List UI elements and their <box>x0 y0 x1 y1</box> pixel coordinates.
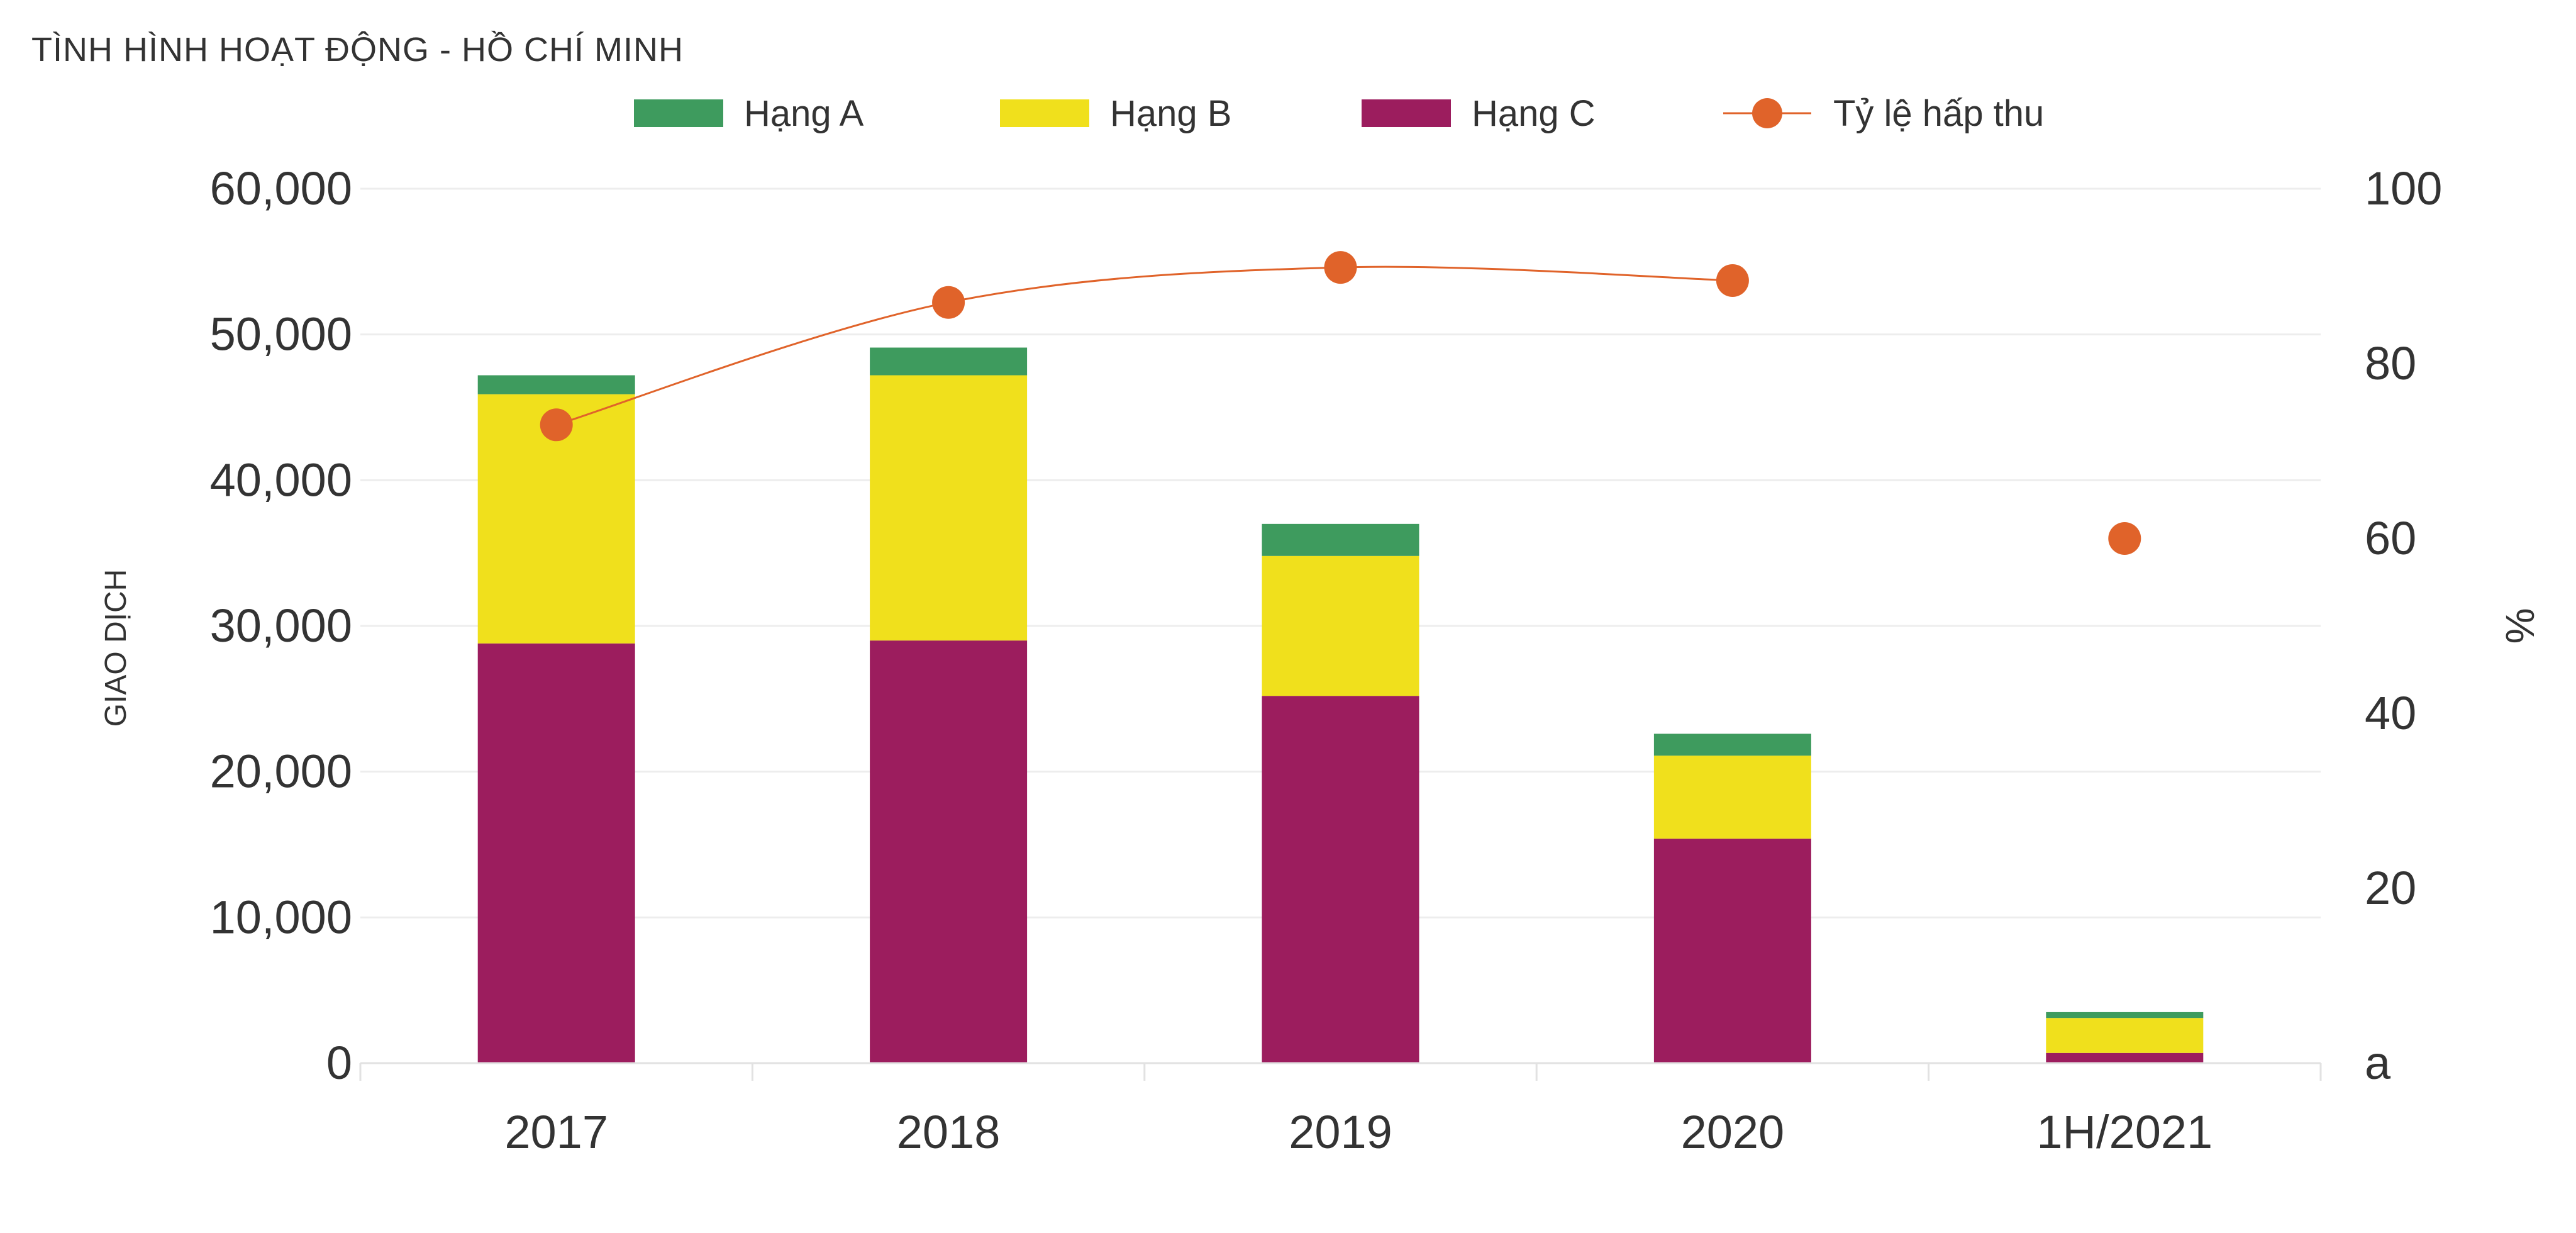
y2-axis-title: % <box>2497 608 2543 644</box>
bars <box>477 347 2204 1063</box>
legend-label-hang-b: Hạng B <box>1110 93 1231 134</box>
bar-hang-b-2019 <box>1262 555 1419 696</box>
bar-hang-c-2017 <box>477 643 635 1063</box>
y2-tick-label: 40 <box>2365 687 2416 739</box>
y-axis-title: GIAO DỊCH <box>99 569 133 727</box>
y2-tick-label: 20 <box>2365 862 2416 914</box>
chart-title: TÌNH HÌNH HOẠT ĐỘNG - HỒ CHÍ MINH <box>31 31 684 69</box>
bar-hang-c-1h-2021 <box>2046 1052 2204 1063</box>
y2-tick-label: a <box>2365 1037 2391 1089</box>
y2-tick-label: 80 <box>2365 337 2416 389</box>
legend: Hạng A Hạng B Hạng C Tỷ lệ hấp thu <box>634 93 2044 134</box>
bar-hang-b-2020 <box>1653 756 1811 839</box>
absorption-line-path <box>556 265 1733 426</box>
x-tick-label: 2020 <box>1681 1106 1785 1158</box>
x-tick-label: 2019 <box>1289 1106 1392 1158</box>
y-tick-label: 10,000 <box>210 891 352 943</box>
y-tick-label: 50,000 <box>210 308 352 360</box>
x-tick-label: 1H/2021 <box>2036 1106 2212 1158</box>
legend-swatch-hang-c <box>1362 99 1451 127</box>
bar-hang-c-2019 <box>1262 696 1419 1063</box>
y-tick-label: 20,000 <box>210 745 352 798</box>
bar-hang-b-1h-2021 <box>2046 1018 2204 1053</box>
absorption-point-1h-2021 <box>2108 522 2141 555</box>
absorption-point-2020 <box>1716 264 1749 297</box>
absorption-point-2019 <box>1324 251 1357 284</box>
bar-hang-a-1h-2021 <box>2046 1012 2204 1018</box>
y2-tick-label: 100 <box>2365 162 2442 215</box>
absorption-point-2017 <box>540 408 573 442</box>
bar-hang-c-2018 <box>870 640 1028 1063</box>
absorption-point-2018 <box>932 286 965 319</box>
bar-hang-b-2018 <box>870 375 1028 641</box>
y-tick-label: 0 <box>326 1037 352 1089</box>
legend-swatch-hang-b <box>1000 99 1089 127</box>
y-tick-label: 60,000 <box>210 162 352 215</box>
bar-hang-a-2018 <box>870 347 1028 376</box>
absorption-line <box>540 251 2141 555</box>
bar-hang-a-2017 <box>477 375 635 394</box>
x-tick-label: 2018 <box>897 1106 1001 1158</box>
y2-tick-label: 60 <box>2365 512 2416 564</box>
legend-swatch-hang-a <box>634 99 723 127</box>
y-tick-label: 40,000 <box>210 454 352 506</box>
bar-hang-c-2020 <box>1653 839 1811 1063</box>
bar-hang-a-2019 <box>1262 523 1419 556</box>
x-tick-label: 2017 <box>504 1106 608 1158</box>
bar-hang-a-2020 <box>1653 734 1811 756</box>
legend-label-hang-c: Hạng C <box>1472 93 1596 134</box>
legend-label-hang-a: Hạng A <box>744 93 864 134</box>
legend-marker-ty-le-hap-thu <box>1752 98 1782 128</box>
y-tick-label: 30,000 <box>210 600 352 652</box>
axes: 0 10,000 20,000 30,000 40,000 50,000 60,000 a 20… <box>99 162 2543 1158</box>
legend-label-ty-le-hap-thu: Tỷ lệ hấp thu <box>1833 93 2044 134</box>
